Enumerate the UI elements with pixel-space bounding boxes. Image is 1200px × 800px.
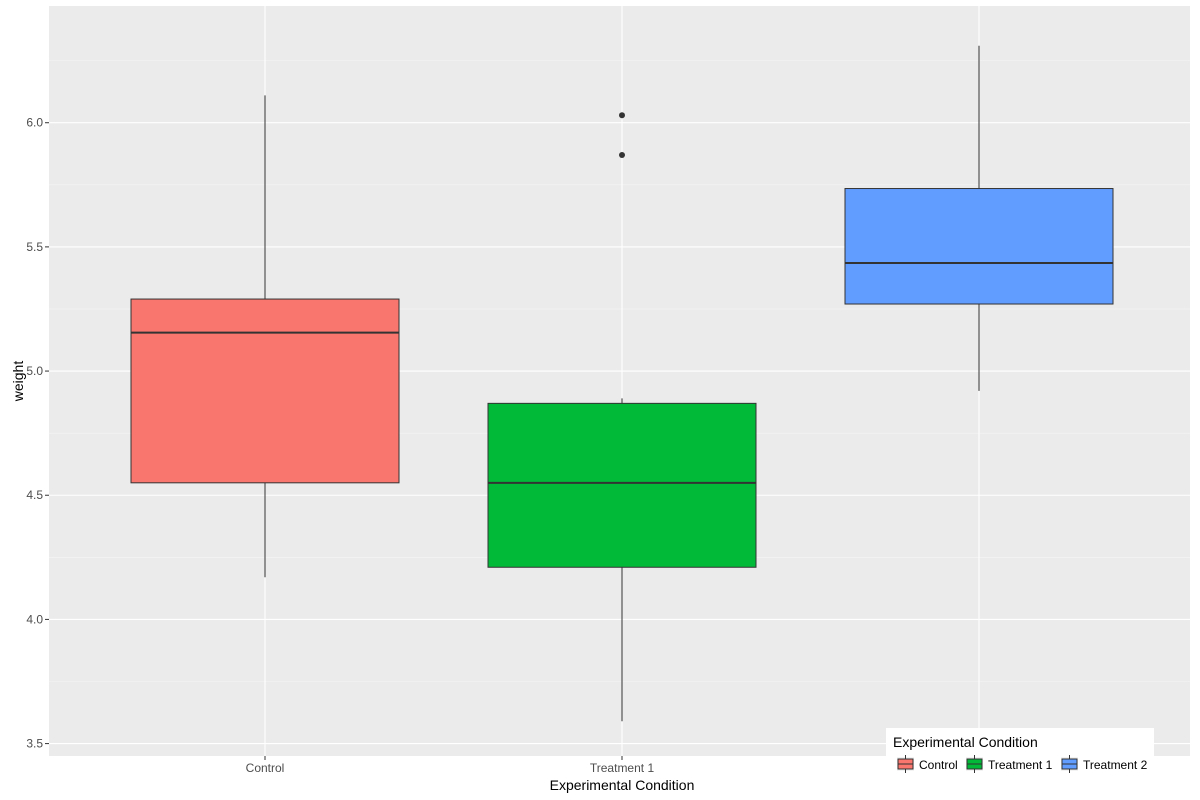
y-tick-label: 5.5 (26, 240, 43, 254)
box-treatment-2 (844, 45, 1114, 391)
y-tick-label: 3.5 (26, 737, 43, 751)
y-axis: 3.5 4.0 4.5 5.0 5.5 6.0 (26, 116, 49, 751)
y-tick-label: 4.5 (26, 488, 43, 502)
x-tick-label: Treatment 1 (590, 761, 655, 775)
y-tick-label: 4.0 (26, 612, 43, 626)
legend-label: Control (919, 758, 958, 772)
legend-label: Treatment 1 (988, 758, 1053, 772)
legend-item: Treatment 1 (966, 755, 1053, 773)
outlier-point (619, 112, 625, 119)
outlier-point (619, 152, 625, 159)
legend-item: Treatment 2 (1061, 755, 1148, 773)
box-control (130, 95, 400, 578)
box-treatment-1 (487, 112, 757, 722)
x-axis-title: Experimental Condition (550, 777, 695, 793)
box-body (844, 188, 1114, 305)
legend-background (886, 728, 1154, 780)
y-tick-label: 6.0 (26, 116, 43, 130)
legend: Experimental Condition Control Treatment … (886, 728, 1154, 780)
box-body (487, 402, 757, 568)
box-series (130, 45, 1114, 722)
legend-label: Treatment 2 (1083, 758, 1148, 772)
y-tick-label: 5.0 (26, 364, 43, 378)
box-body (130, 298, 400, 484)
legend-item: Control (897, 755, 958, 773)
legend-items: Control Treatment 1 Treatment 2 (897, 755, 1148, 773)
x-tick-label: Control (246, 761, 285, 775)
legend-title: Experimental Condition (893, 734, 1038, 750)
y-axis-title: weight (10, 361, 26, 403)
